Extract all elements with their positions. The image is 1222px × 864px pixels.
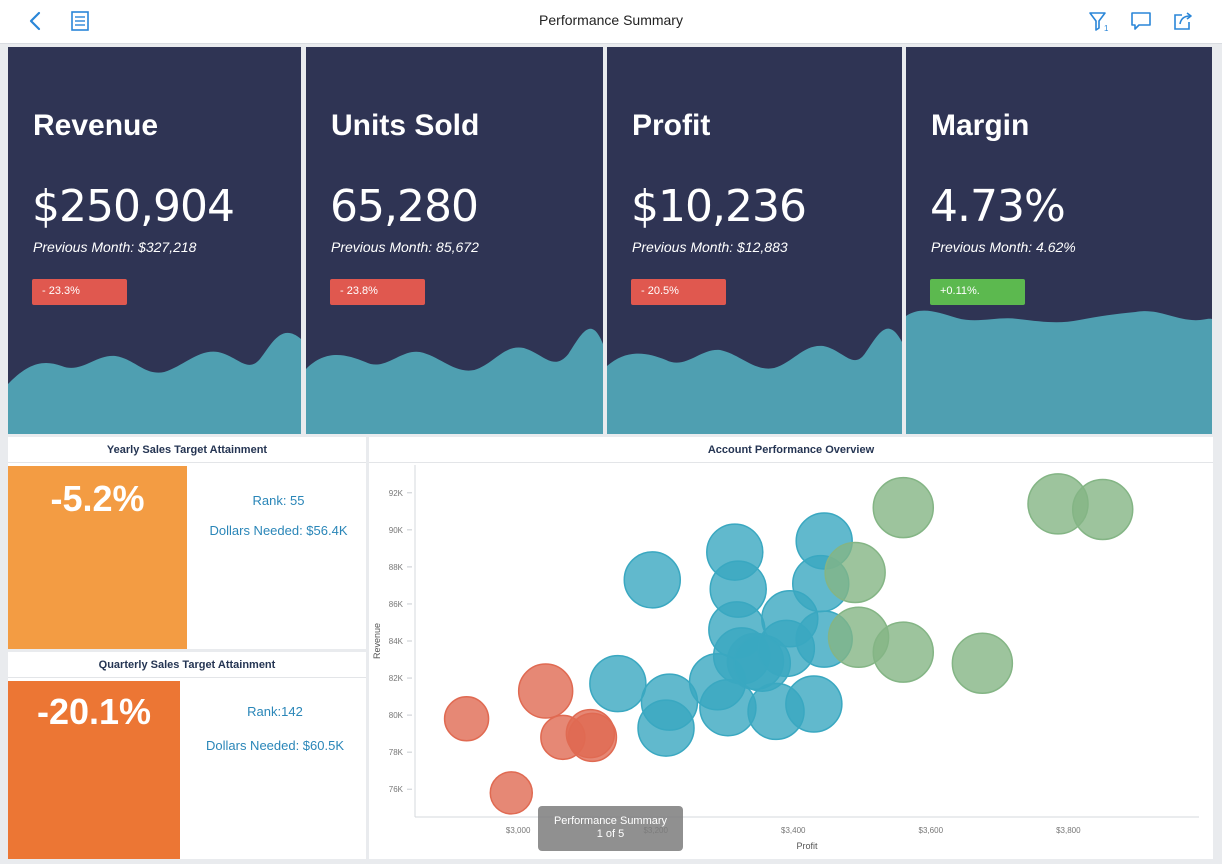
kpi-sparkline xyxy=(306,304,603,434)
comment-icon[interactable] xyxy=(1129,9,1153,33)
kpi-change-badge: - 20.5% xyxy=(631,279,726,305)
kpi-change-badge: - 23.8% xyxy=(330,279,425,305)
bubble-point xyxy=(872,476,935,539)
chevron-left-icon[interactable] xyxy=(24,9,48,33)
yearly-dollars-needed: Dollars Needed: $56.4K xyxy=(209,523,348,538)
yearly-rank: Rank: 55 xyxy=(252,493,305,508)
y-tick-label: 84K xyxy=(389,637,404,646)
y-tick-label: 92K xyxy=(389,489,404,498)
kpi-change-badge: +0.11%. xyxy=(930,279,1025,305)
y-tick-label: 82K xyxy=(389,674,404,683)
kpi-revenue-tile[interactable]: Revenue $250,904 Previous Month: $327,21… xyxy=(8,47,301,434)
bubble-point xyxy=(623,551,682,609)
pager-position: 1 of 5 xyxy=(596,828,625,840)
bubble-point xyxy=(443,696,490,742)
quarterly-target-title: Quarterly Sales Target Attainment xyxy=(8,652,366,678)
list-icon[interactable] xyxy=(68,9,92,33)
yearly-target-value[interactable]: -5.2% xyxy=(8,466,187,649)
quarterly-target-value[interactable]: -20.1% xyxy=(8,681,180,859)
kpi-value: $10,236 xyxy=(631,181,807,232)
kpi-change-badge: - 23.3% xyxy=(32,279,127,305)
kpi-previous: Previous Month: $327,218 xyxy=(33,239,197,255)
y-tick-label: 80K xyxy=(389,711,404,720)
bubble-point xyxy=(589,654,647,713)
bubble-point xyxy=(824,541,886,604)
y-tick-label: 90K xyxy=(389,526,404,535)
quarterly-dollars-needed: Dollars Needed: $60.5K xyxy=(205,738,345,753)
filter-icon[interactable]: 1 xyxy=(1087,9,1111,33)
bubble-point xyxy=(785,675,843,733)
bubble-point xyxy=(1071,478,1134,541)
kpi-previous: Previous Month: 4.62% xyxy=(931,239,1076,255)
page-indicator[interactable]: Performance Summary 1 of 5 xyxy=(538,806,683,851)
y-axis-label: Revenue xyxy=(372,623,382,659)
kpi-sparkline xyxy=(906,304,1212,434)
y-tick-label: 88K xyxy=(389,563,404,572)
kpi-title: Margin xyxy=(931,109,1030,142)
kpi-profit-tile[interactable]: Profit $10,236 Previous Month: $12,883 -… xyxy=(607,47,902,434)
page-title: Performance Summary xyxy=(539,12,683,28)
y-tick-label: 86K xyxy=(389,600,404,609)
kpi-value: 65,280 xyxy=(330,181,479,232)
kpi-value: $250,904 xyxy=(32,181,235,232)
kpi-title: Revenue xyxy=(33,109,159,142)
kpi-value: 4.73% xyxy=(930,181,1066,232)
bubble-point xyxy=(567,712,618,763)
quarterly-target-panel: Quarterly Sales Target Attainment -20.1%… xyxy=(8,652,366,859)
bubble-point xyxy=(517,663,574,719)
top-bar: Performance Summary 1 xyxy=(0,0,1222,44)
x-tick-label: $3,400 xyxy=(781,826,806,835)
kpi-title: Units Sold xyxy=(331,109,480,142)
x-tick-label: $3,800 xyxy=(1056,826,1081,835)
x-axis-label: Profit xyxy=(796,841,818,851)
pager-title: Performance Summary xyxy=(553,815,668,827)
kpi-previous: Previous Month: 85,672 xyxy=(331,239,479,255)
y-tick-label: 76K xyxy=(389,785,404,794)
kpi-previous: Previous Month: $12,883 xyxy=(632,239,788,255)
kpi-title: Profit xyxy=(632,109,711,142)
account-performance-chart[interactable]: Account Performance Overview 76K 78K 80K 82… xyxy=(369,437,1213,859)
bubble-point xyxy=(872,621,935,683)
x-tick-label: $3,600 xyxy=(919,826,944,835)
bubble-point xyxy=(637,699,695,757)
kpi-units-tile[interactable]: Units Sold 65,280 Previous Month: 85,672… xyxy=(306,47,603,434)
share-icon[interactable] xyxy=(1171,9,1195,33)
bubble-point xyxy=(489,771,534,815)
bubble-point xyxy=(951,632,1014,694)
y-tick-label: 78K xyxy=(389,748,404,757)
yearly-target-panel: Yearly Sales Target Attainment -5.2% Ran… xyxy=(8,437,366,649)
kpi-sparkline xyxy=(607,304,902,434)
kpi-sparkline xyxy=(8,304,301,434)
x-tick-label: $3,000 xyxy=(506,826,531,835)
filter-count: 1 xyxy=(1104,24,1109,33)
kpi-margin-tile[interactable]: Margin 4.73% Previous Month: 4.62% +0.11… xyxy=(906,47,1212,434)
yearly-target-title: Yearly Sales Target Attainment xyxy=(8,437,366,463)
scatter-plot[interactable]: 76K78K80K82K84K86K88K90K92K$3,000$3,200$… xyxy=(369,437,1213,859)
chart-title: Account Performance Overview xyxy=(369,437,1213,463)
quarterly-rank: Rank:142 xyxy=(247,704,303,719)
